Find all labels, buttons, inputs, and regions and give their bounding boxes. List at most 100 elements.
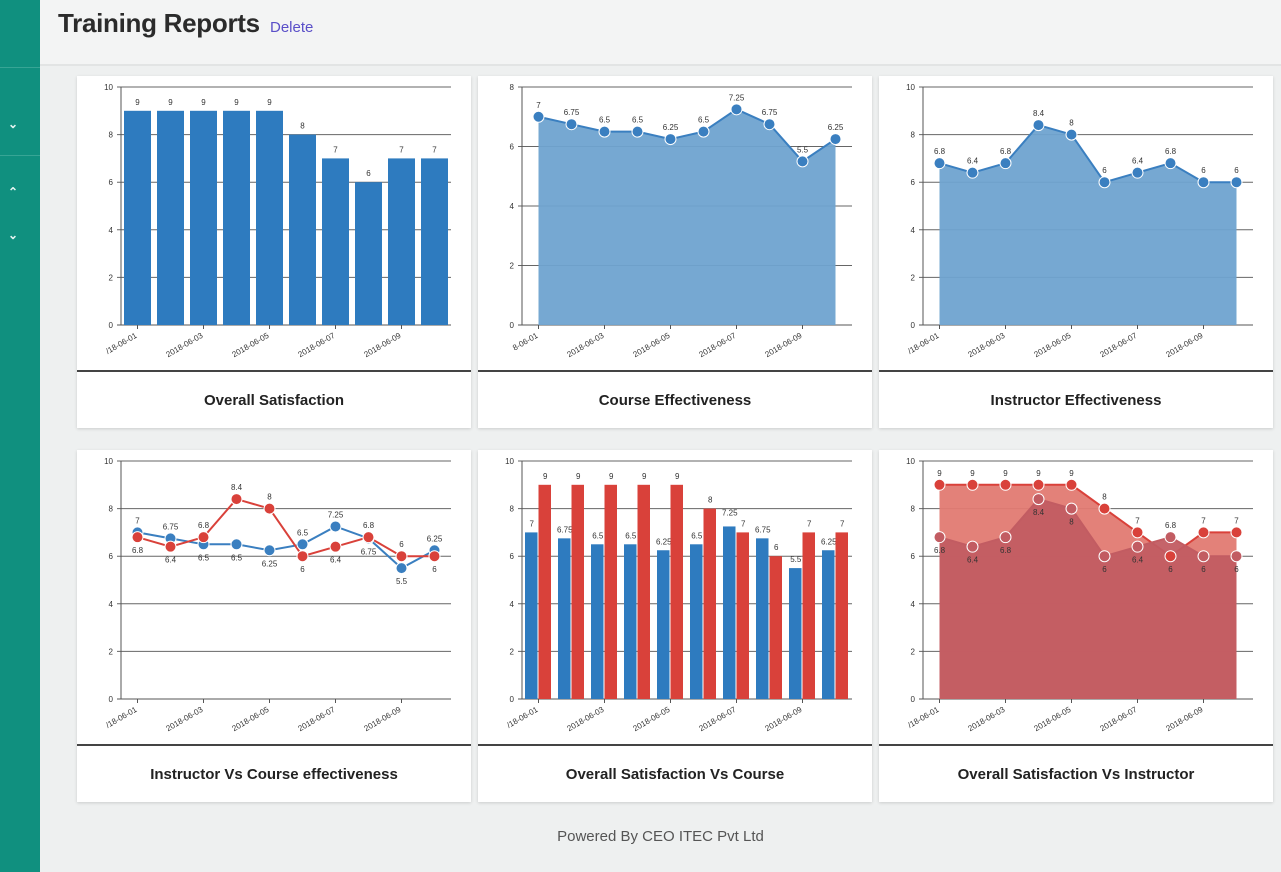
bar bbox=[604, 484, 617, 699]
data-label: 6.8 bbox=[1165, 147, 1177, 156]
data-label: 9 bbox=[642, 472, 647, 481]
bar bbox=[802, 532, 815, 699]
data-label: 6.8 bbox=[1165, 521, 1177, 530]
x-tick-label: /18-06-01 bbox=[104, 705, 139, 730]
series-line bbox=[538, 108, 837, 163]
data-point bbox=[1197, 176, 1210, 189]
series-line bbox=[939, 123, 1237, 184]
data-point bbox=[1065, 478, 1078, 491]
data-label: 6.4 bbox=[967, 556, 979, 565]
data-label: 6 bbox=[1234, 565, 1239, 574]
data-label: 6 bbox=[1234, 166, 1239, 175]
y-tick-label: 0 bbox=[911, 695, 916, 704]
chevron-down-icon[interactable]: ⌄ bbox=[7, 228, 19, 242]
data-point bbox=[329, 540, 342, 553]
bar bbox=[571, 484, 584, 699]
bar bbox=[525, 532, 538, 699]
bar bbox=[624, 544, 637, 699]
data-label: 7 bbox=[432, 145, 437, 154]
page-title: Training Reports bbox=[58, 8, 260, 38]
data-point bbox=[1230, 176, 1243, 189]
x-tick-label: 2018-06-07 bbox=[698, 331, 738, 360]
data-label: 5.5 bbox=[396, 577, 408, 586]
x-tick-label: 2018-06-07 bbox=[297, 331, 337, 360]
y-tick-label: 4 bbox=[109, 226, 114, 235]
data-label: 6.25 bbox=[821, 537, 837, 546]
y-tick-label: 2 bbox=[911, 647, 916, 656]
data-label: 6.5 bbox=[698, 116, 710, 125]
x-tick-label: /18-06-01 bbox=[505, 705, 540, 730]
chart-card-overall-vs-instructor: 0 2 4 6 8 10/18-06-01 2018-06-03 2018-06-05 2018… bbox=[879, 450, 1273, 802]
x-tick-label: 2018-06-09 bbox=[363, 705, 403, 734]
bar bbox=[355, 182, 382, 325]
data-point bbox=[966, 540, 979, 553]
page-header: Training Reports Delete bbox=[40, 0, 1281, 66]
y-tick-label: 10 bbox=[104, 457, 113, 466]
bar bbox=[388, 158, 415, 325]
chart-card-instructor-vs-course: 0 2 4 6 8 10/18-06-01 2018-06-03 2018-06-05 2018… bbox=[77, 450, 471, 802]
chart: 0 2 4 6 8 10/18-06-01 2018-06-03 2018-06-05 2018… bbox=[104, 457, 451, 734]
data-point bbox=[230, 493, 243, 506]
data-label: 7 bbox=[333, 145, 338, 154]
data-label: 6 bbox=[366, 169, 371, 178]
data-point bbox=[296, 538, 309, 551]
x-tick-label: 2018-06-05 bbox=[1033, 331, 1073, 360]
data-label: 6.5 bbox=[297, 528, 309, 537]
data-label: 6.75 bbox=[557, 525, 573, 534]
chevron-up-icon[interactable]: ⌃ bbox=[7, 185, 19, 199]
chart-caption: Overall Satisfaction Vs Instructor bbox=[879, 744, 1273, 802]
bar bbox=[769, 556, 782, 699]
data-label: 8 bbox=[1069, 518, 1074, 527]
delete-link[interactable]: Delete bbox=[270, 19, 314, 36]
y-tick-label: 2 bbox=[911, 273, 916, 282]
y-tick-label: 4 bbox=[911, 600, 916, 609]
data-label: 6.75 bbox=[163, 522, 179, 531]
bar bbox=[124, 110, 151, 325]
y-tick-label: 8 bbox=[510, 505, 515, 514]
data-label: 6 bbox=[774, 543, 779, 552]
y-tick-label: 6 bbox=[510, 552, 515, 561]
data-point bbox=[197, 531, 210, 544]
y-tick-label: 4 bbox=[109, 600, 114, 609]
x-tick-label: 2018-06-09 bbox=[363, 331, 403, 360]
data-point bbox=[362, 531, 375, 544]
area-fill bbox=[538, 109, 836, 325]
data-point bbox=[1065, 502, 1078, 515]
data-point bbox=[1164, 157, 1177, 170]
data-label: 7 bbox=[536, 101, 541, 110]
y-tick-label: 6 bbox=[911, 552, 916, 561]
data-label: 6.4 bbox=[1132, 556, 1144, 565]
data-label: 7 bbox=[1234, 516, 1239, 525]
chart-card-instructor-effectiveness: 0 2 4 6 8 10/18-06-01 2018-06-03 2018-06-05 2018… bbox=[879, 76, 1273, 428]
data-point bbox=[1164, 550, 1177, 563]
footer: Powered By CEO ITEC Pvt Ltd bbox=[40, 828, 1281, 845]
data-label: 7 bbox=[1135, 516, 1140, 525]
data-label: 6 bbox=[1102, 166, 1107, 175]
data-point bbox=[230, 538, 243, 551]
y-tick-label: 8 bbox=[911, 131, 916, 140]
chart: 0 2 4 6 8 10/18-06-01 2018-06-03 2018-06-05 2018… bbox=[906, 457, 1253, 733]
area-fill bbox=[939, 499, 1237, 699]
chart-caption: Overall Satisfaction Vs Course bbox=[478, 744, 872, 802]
sidebar-divider bbox=[0, 67, 40, 68]
y-tick-label: 8 bbox=[911, 505, 916, 514]
data-label: 6.4 bbox=[967, 157, 979, 166]
data-point bbox=[1032, 478, 1045, 491]
data-label: 6.8 bbox=[934, 147, 946, 156]
chevron-down-icon[interactable]: ⌄ bbox=[7, 117, 19, 131]
data-point bbox=[532, 110, 545, 123]
x-tick-label: 2018-06-09 bbox=[1165, 331, 1205, 360]
series-line bbox=[939, 497, 1237, 558]
series-line bbox=[137, 497, 435, 558]
y-tick-label: 4 bbox=[911, 226, 916, 235]
y-tick-label: 2 bbox=[510, 262, 515, 271]
data-label: 6 bbox=[1168, 565, 1173, 574]
x-tick-label: 2018-06-05 bbox=[632, 331, 672, 360]
bar bbox=[723, 526, 736, 699]
data-point bbox=[933, 531, 946, 544]
data-point bbox=[933, 478, 946, 491]
bar bbox=[256, 110, 283, 325]
data-point bbox=[164, 540, 177, 553]
data-point bbox=[565, 118, 578, 131]
data-label: 9 bbox=[1036, 469, 1041, 478]
